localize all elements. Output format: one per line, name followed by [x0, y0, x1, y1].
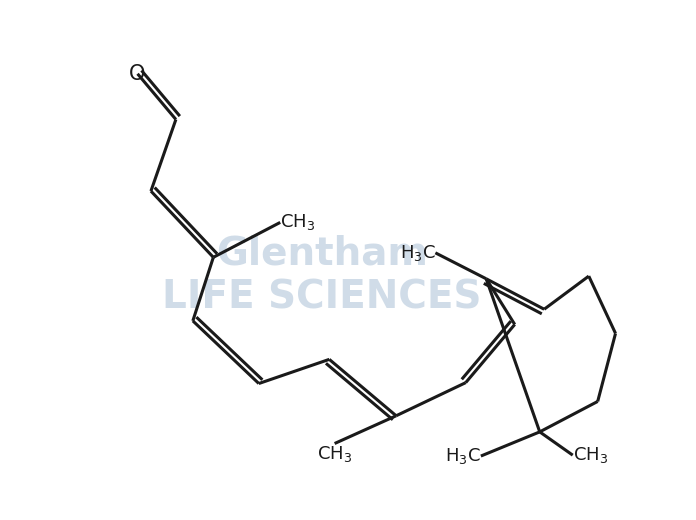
- Text: O: O: [129, 64, 145, 84]
- Text: CH$_3$: CH$_3$: [573, 445, 608, 465]
- Text: CH$_3$: CH$_3$: [280, 212, 315, 232]
- Text: H$_3$C: H$_3$C: [400, 243, 436, 263]
- Text: Glentham
LIFE SCIENCES: Glentham LIFE SCIENCES: [162, 235, 482, 317]
- Text: CH$_3$: CH$_3$: [317, 444, 352, 463]
- Text: H$_3$C: H$_3$C: [445, 446, 481, 466]
